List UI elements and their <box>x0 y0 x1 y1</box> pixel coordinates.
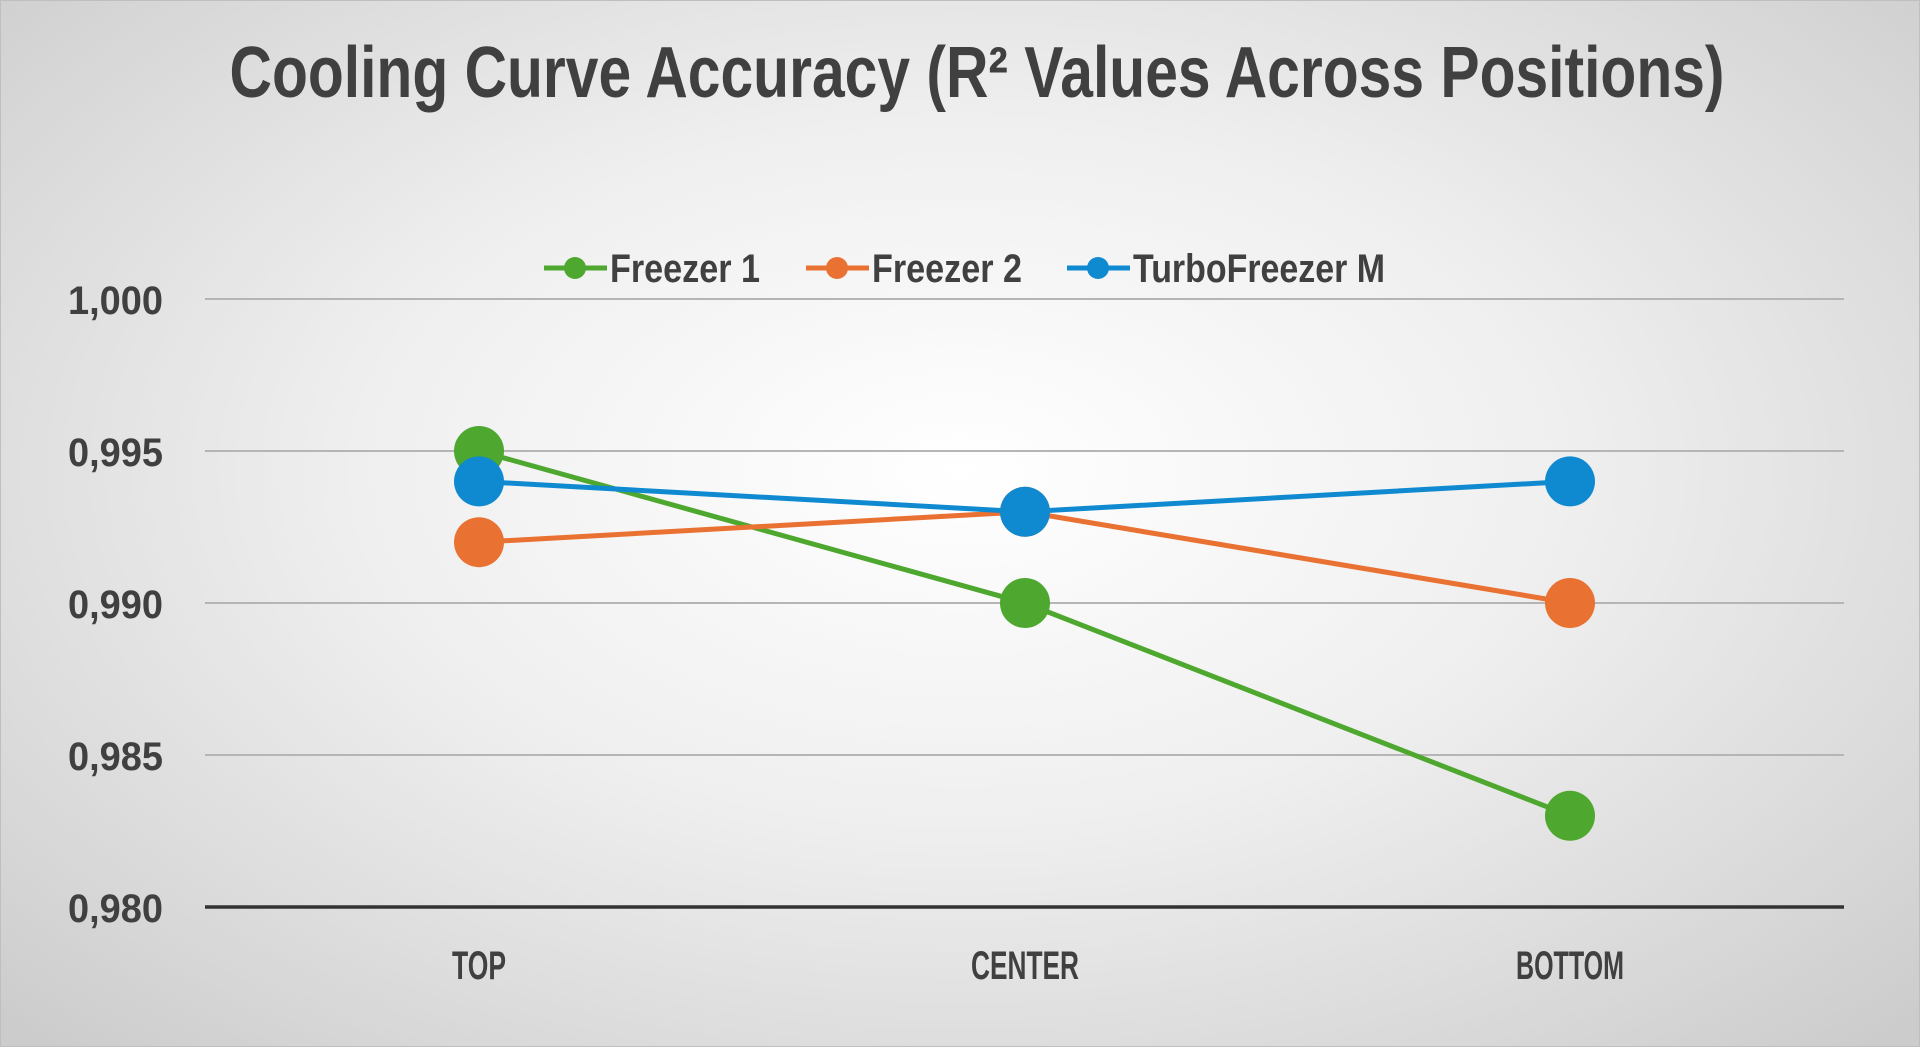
chart-title: Cooling Curve Accuracy (R² Values Across… <box>230 33 1725 113</box>
y-tick-label: 1,000 <box>68 279 163 323</box>
y-tick-label: 0,980 <box>68 887 163 931</box>
data-point <box>454 517 504 568</box>
legend-marker <box>564 257 586 279</box>
x-tick-label: BOTTOM <box>1516 944 1624 988</box>
y-tick-label: 0,990 <box>68 583 163 627</box>
y-tick-label: 0,995 <box>68 431 163 475</box>
data-point <box>454 456 504 507</box>
legend-marker <box>1087 257 1109 279</box>
data-point <box>1545 790 1595 841</box>
data-point <box>1545 578 1595 628</box>
data-point <box>1545 456 1595 507</box>
legend-label: Freezer 2 <box>872 247 1022 291</box>
y-tick-label: 0,985 <box>68 735 163 779</box>
legend-marker <box>826 257 848 279</box>
legend-label: TurboFreezer M <box>1133 247 1385 291</box>
x-tick-label: TOP <box>452 944 506 988</box>
x-tick-label: CENTER <box>971 944 1079 988</box>
data-point <box>1000 578 1050 628</box>
legend-label: Freezer 1 <box>610 247 760 291</box>
data-point <box>1000 486 1050 537</box>
